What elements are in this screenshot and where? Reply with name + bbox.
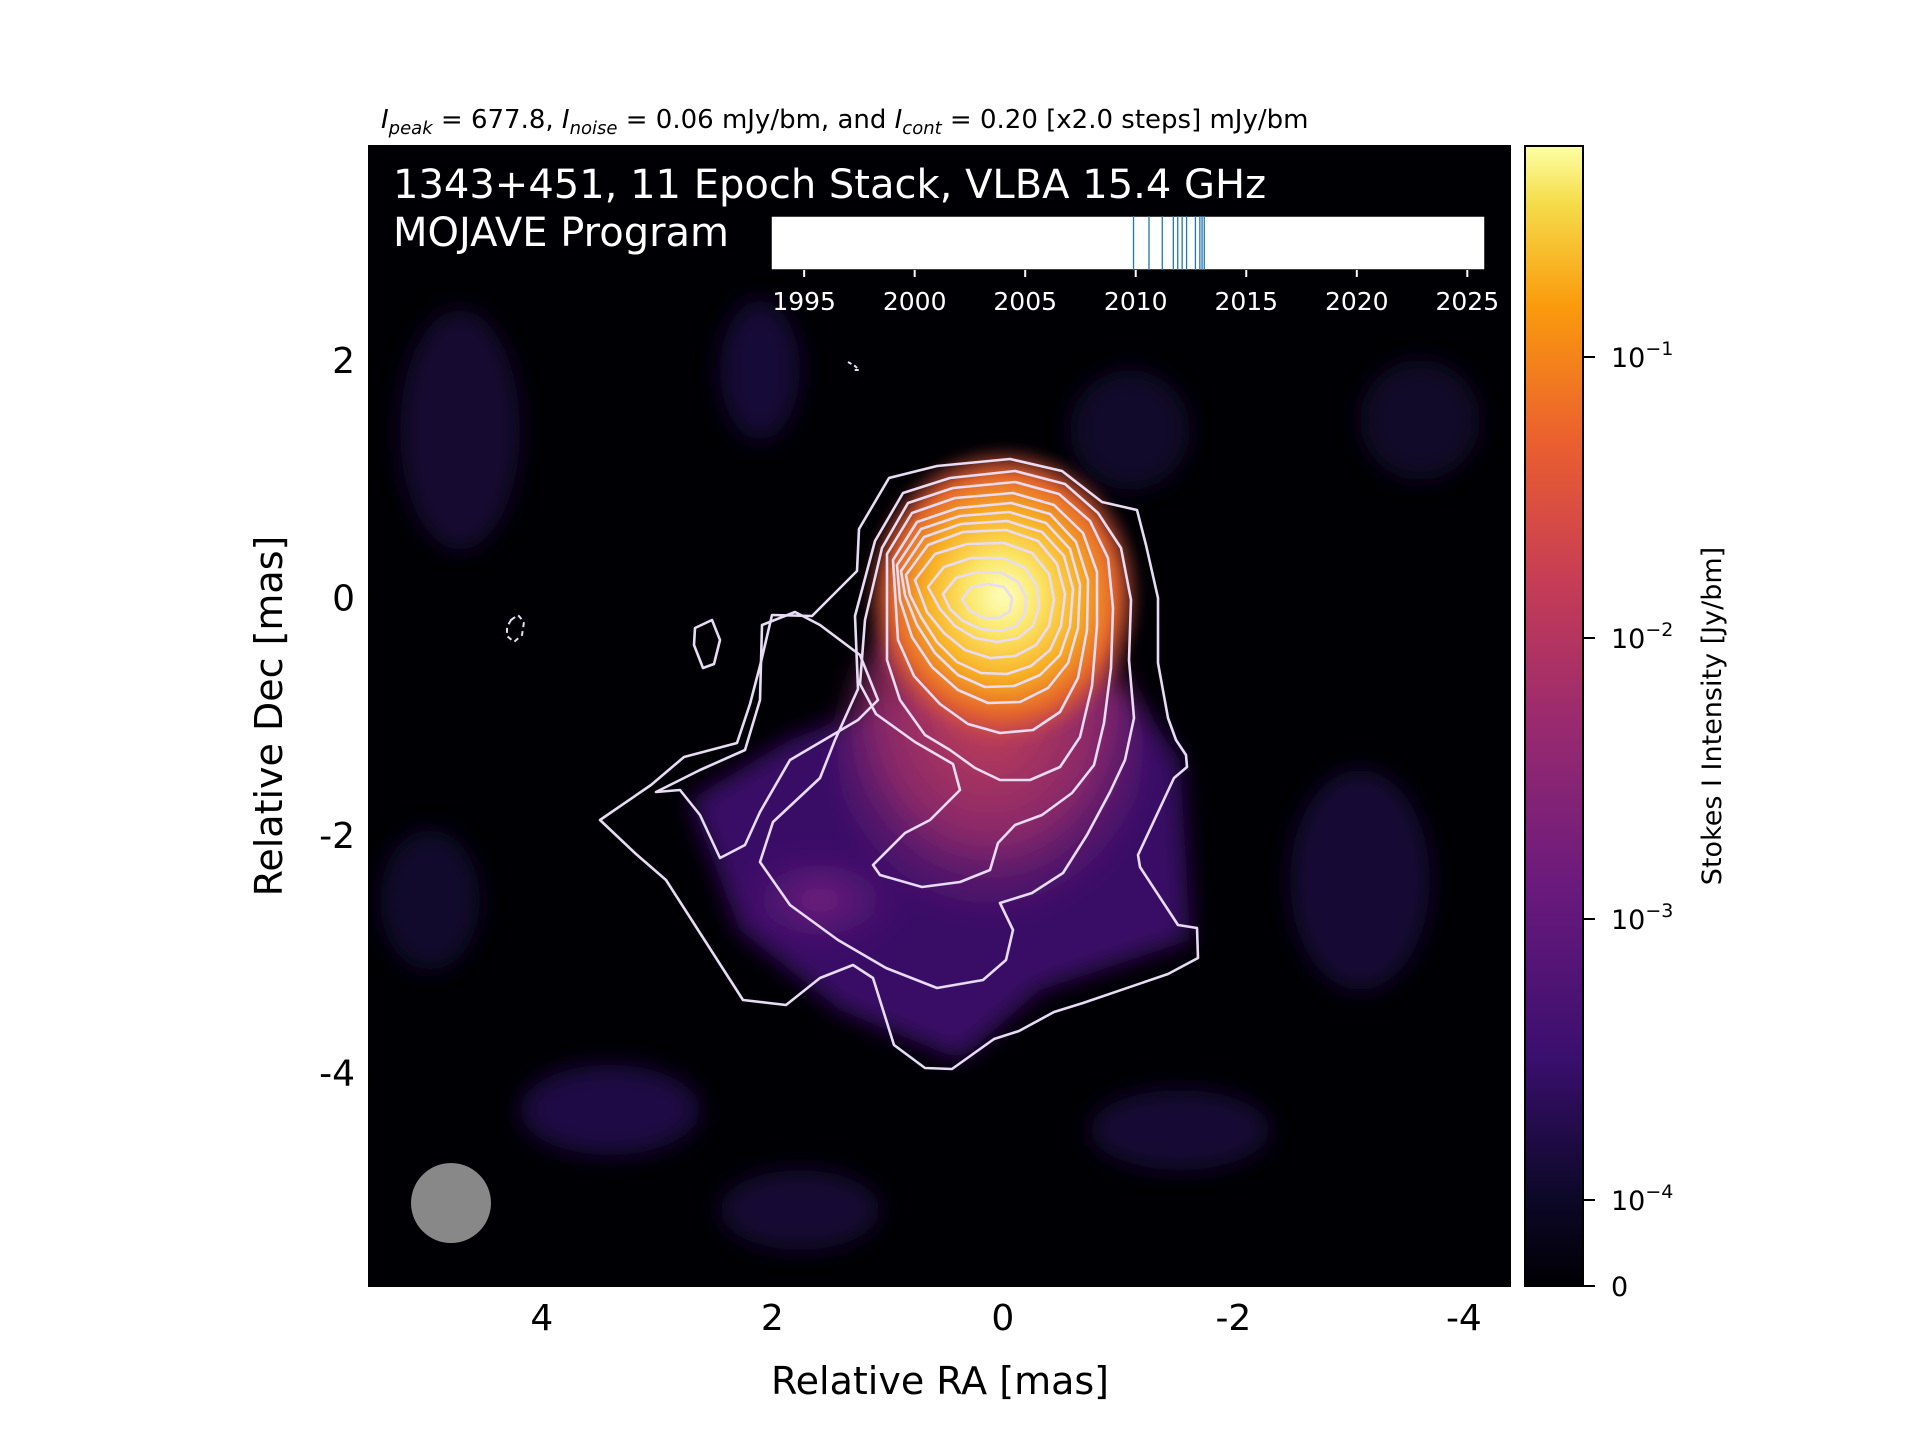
y-tick-label: -4 — [319, 1053, 355, 1094]
contour-level-4 — [885, 491, 1099, 782]
negative-contour-2 — [847, 361, 860, 371]
contour-level-10 — [926, 556, 1041, 644]
epoch-tick-label: 2005 — [993, 287, 1057, 316]
contour-level-2 — [758, 469, 1136, 990]
y-tick-label: 2 — [332, 341, 355, 382]
x-tick-label: 0 — [991, 1298, 1014, 1339]
epoch-tick-label: 2000 — [883, 287, 947, 316]
epoch-timeline-inset: 1995 2000 2005 2010 2015 2020 2025 — [770, 215, 1499, 316]
contour-level-1 — [598, 457, 1200, 1071]
contour-level-3 — [858, 480, 1115, 889]
contours — [506, 361, 1200, 1071]
contour-level-8 — [904, 528, 1067, 676]
y-axis-ticks: 2 0 -2 -4 — [319, 341, 379, 1094]
epoch-tick-label: 2015 — [1214, 287, 1278, 316]
noise-texture — [380, 300, 1480, 1250]
colorbar-tick-label: 0 — [1611, 1272, 1628, 1303]
colorbar-label: Stokes I Intensity [Jy/bm] — [1697, 547, 1728, 885]
map-frame — [368, 145, 1511, 1287]
epoch-ticks: 1995 2000 2005 2010 2015 2020 2025 — [772, 270, 1499, 316]
epoch-tick-label: 2010 — [1104, 287, 1168, 316]
x-tick-label: -4 — [1446, 1298, 1482, 1339]
contour-level-5 — [891, 501, 1090, 735]
map-title-line2: MOJAVE Program — [393, 210, 729, 256]
negative-contour-1 — [506, 614, 525, 643]
colorbar-tick-label: 10−3 — [1611, 900, 1673, 936]
x-axis-ticks: 4 2 0 -2 -4 — [530, 1276, 1482, 1339]
x-tick-label: 4 — [530, 1298, 553, 1339]
contour-level-1c — [692, 618, 722, 670]
y-tick-label: 0 — [332, 578, 355, 619]
epoch-lines — [1132, 216, 1205, 270]
x-tick-label: -2 — [1215, 1298, 1251, 1339]
colorbar-ticks: 10−1 10−2 10−3 10−4 0 — [1583, 338, 1673, 1303]
header-text: Ipeak = 677.8, Inoise = 0.06 mJy/bm, and… — [381, 105, 1308, 139]
core-emission — [863, 445, 1143, 745]
epoch-inset-frame — [770, 215, 1486, 271]
y-tick-label: -2 — [319, 816, 355, 857]
contour-level-12 — [960, 582, 1014, 620]
epoch-tick-label: 2020 — [1325, 287, 1389, 316]
x-axis-label: Relative RA [mas] — [771, 1359, 1109, 1403]
contour-level-6 — [895, 510, 1082, 705]
contour-level-9 — [913, 541, 1056, 660]
colorbar-tick-label: 10−4 — [1611, 1181, 1673, 1217]
intensity-map — [369, 146, 1510, 1286]
map-title-line1: 1343+451, 11 Epoch Stack, VLBA 15.4 GHz — [393, 162, 1266, 208]
y-axis-label: Relative Dec [mas] — [247, 536, 291, 897]
colorbar-tick-label: 10−2 — [1611, 619, 1673, 655]
x-tick-label: 2 — [761, 1298, 784, 1339]
colorbar-tick-label: 10−1 — [1611, 338, 1673, 374]
contour-level-1b — [654, 610, 880, 860]
contour-level-11 — [941, 570, 1028, 633]
epoch-tick-label: 2025 — [1436, 287, 1500, 316]
contour-level-7 — [899, 519, 1075, 689]
colorbar-gradient — [1524, 145, 1584, 1287]
beam-ellipse — [411, 1163, 491, 1243]
epoch-tick-label: 1995 — [772, 287, 836, 316]
colorbar: 10−1 10−2 10−3 10−4 0 Stokes I Intensity [Jy… — [1524, 145, 1728, 1303]
